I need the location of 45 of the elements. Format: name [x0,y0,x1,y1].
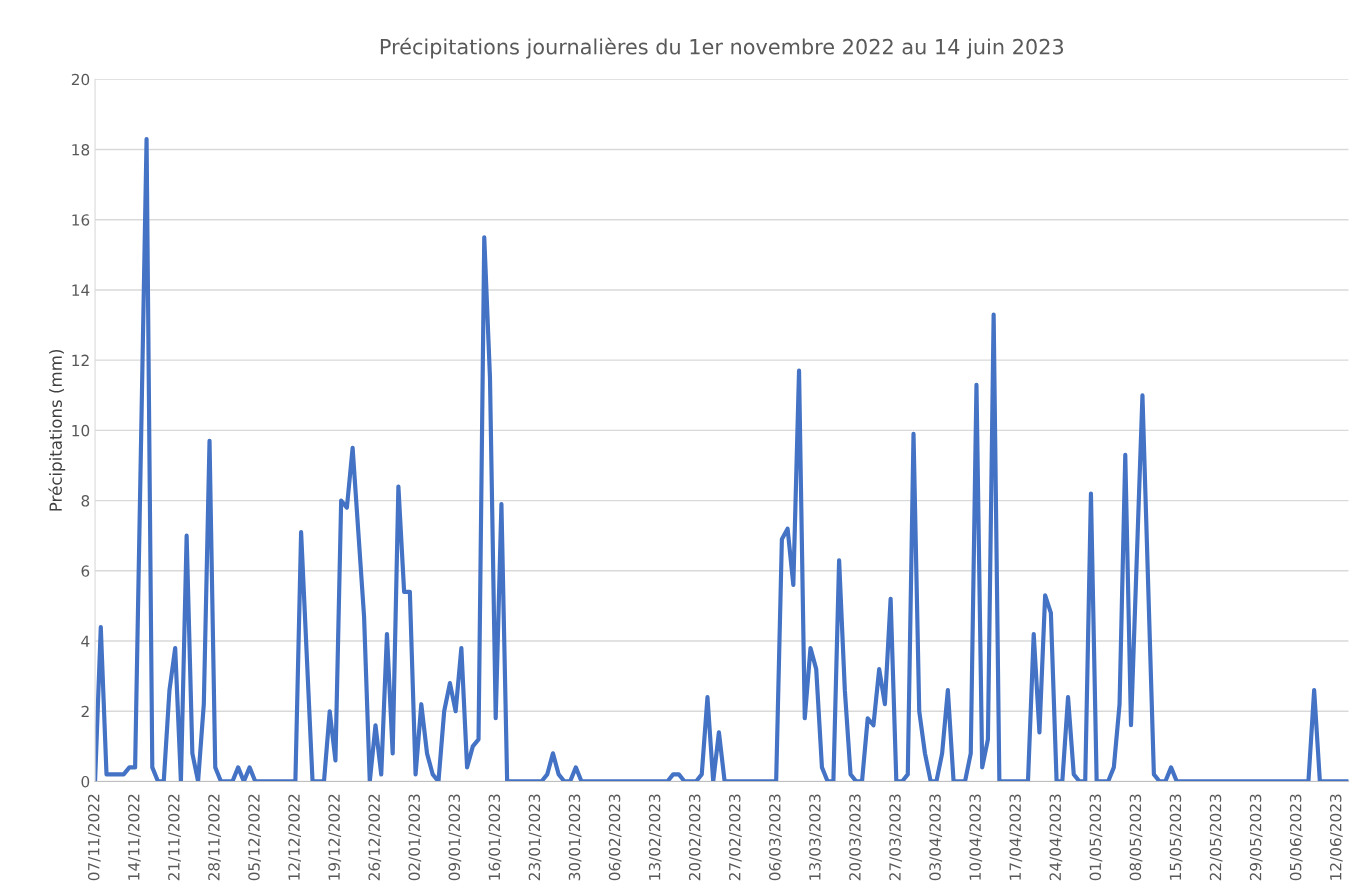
y-tick-label: 20 [71,73,90,86]
x-tick-label: 22/05/2023 [1209,794,1223,881]
y-tick-label: 16 [72,214,90,226]
x-tick-label: 27/02/2023 [728,794,742,881]
x-tick-label: 09/01/2023 [448,794,462,881]
y-tick-label: 12 [72,354,89,366]
x-tick-label: 03/04/2023 [929,794,943,881]
x-tick-label: 17/04/2023 [1009,794,1023,880]
x-tick-label: 05/06/2023 [1289,794,1303,881]
x-tick-label: 10/04/2023 [969,794,983,880]
x-tick-label: 28/11/2022 [208,794,221,881]
y-tick-label: 0 [81,775,90,788]
x-tick-label: 23/01/2023 [528,794,542,881]
y-tick-label: 4 [81,635,90,647]
x-tick-label: 13/02/2023 [648,794,662,880]
x-tick-label: 08/05/2023 [1129,794,1143,881]
x-tick-label: 26/12/2022 [368,794,382,881]
x-tick-label: 20/03/2023 [849,794,862,881]
x-tick-label: 15/05/2023 [1169,794,1183,880]
x-tick-label: 01/05/2023 [1089,794,1103,881]
y-tick-label: 6 [81,565,90,577]
x-tick-label: 12/06/2023 [1329,794,1343,880]
y-tick-label: 2 [81,705,89,718]
x-tick-label: 07/11/2022 [87,794,101,881]
y-tick-label: 10 [72,424,90,437]
x-tick-label: 14/11/2022 [128,794,141,880]
x-tick-label: 29/05/2023 [1249,794,1263,881]
x-tick-label: 02/01/2023 [408,794,422,881]
x-tick-label: 24/04/2023 [1049,794,1063,881]
y-tick-label: 14 [72,284,90,296]
x-tick-label: 30/01/2023 [568,794,582,881]
x-tick-label: 20/02/2023 [688,794,702,881]
x-tick-label: 12/12/2022 [288,794,302,880]
x-tick-label: 06/03/2023 [769,794,782,881]
x-tick-label: 05/12/2022 [248,794,261,881]
x-tick-label: 19/12/2022 [328,794,342,880]
x-tick-label: 06/02/2023 [608,794,622,881]
chart-title: Précipitations journalières du 1er novembre 2022 au 14 juin 2023 [380,37,1064,59]
x-tick-label: 27/03/2023 [889,794,902,881]
x-tick-label: 16/01/2023 [488,794,502,880]
x-tick-label: 21/11/2022 [168,794,181,881]
x-tick-label: 13/03/2023 [809,794,822,880]
y-tick-label: 18 [72,143,90,156]
y-axis-title: Précipitations (mm) [48,349,66,511]
y-tick-label: 8 [81,495,90,507]
